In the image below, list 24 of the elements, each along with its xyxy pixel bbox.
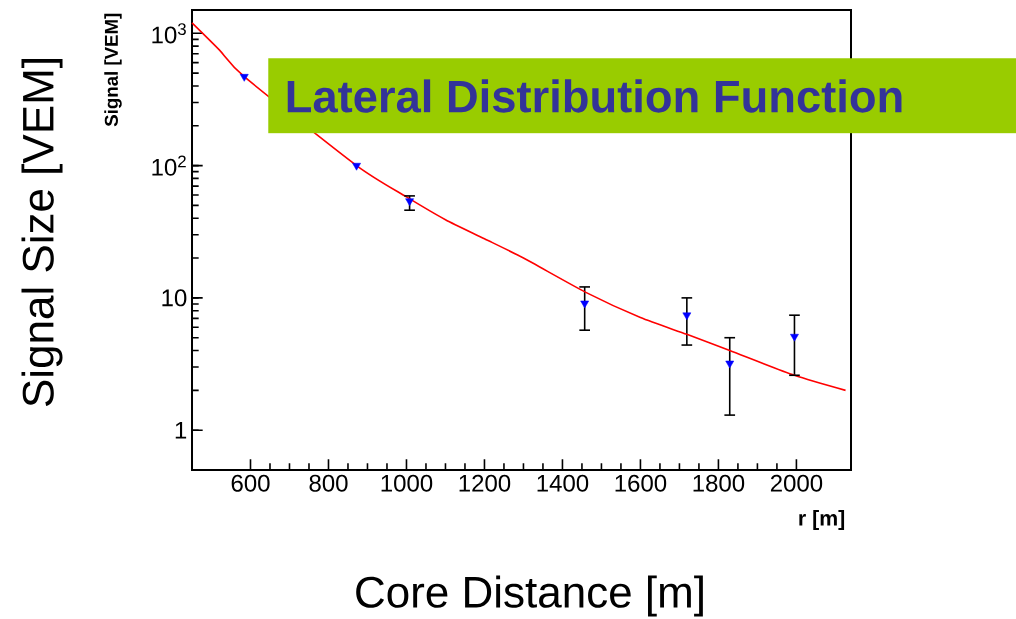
- x-tick-label: 1000: [381, 474, 433, 492]
- x-tick-label: 1200: [459, 474, 511, 492]
- point: [580, 300, 589, 309]
- point: [239, 74, 249, 82]
- y-tick-label: 1: [175, 421, 187, 439]
- point: [405, 198, 414, 206]
- x-tick-label: 600: [231, 474, 270, 492]
- y-axis-title: Signal Size [VEM]: [21, 59, 63, 407]
- x-axis-title: Core Distance [m]: [356, 575, 703, 617]
- point: [725, 360, 735, 369]
- text: Signal [VEM]: [104, 13, 122, 127]
- y-tick-label: 10: [162, 289, 187, 307]
- x-tick-label: 1600: [615, 474, 667, 492]
- y-tick-label: 10$^{3}$: [152, 23, 186, 44]
- x-tick-label: 800: [309, 474, 348, 492]
- x-tick-label: 1800: [693, 474, 745, 492]
- x-tick-label: 2000: [770, 474, 823, 492]
- text: Lateral Distribution Function: [287, 79, 902, 113]
- x-tick-label: 1400: [537, 474, 589, 492]
- y-tick-label: 10$^{2}$: [152, 155, 186, 176]
- text: r [m]: [799, 510, 845, 530]
- point: [790, 333, 799, 342]
- point: [682, 312, 692, 321]
- point: [352, 162, 361, 171]
